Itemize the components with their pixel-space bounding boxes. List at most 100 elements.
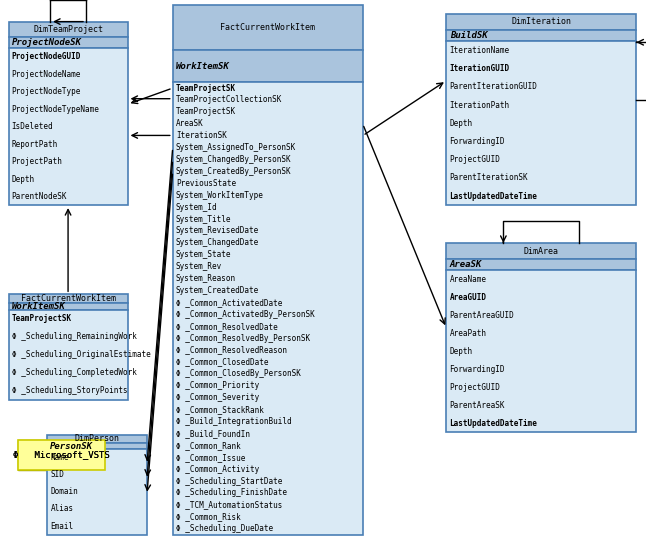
Text: TeamProjectSK: TeamProjectSK <box>176 84 236 92</box>
FancyBboxPatch shape <box>47 435 147 443</box>
Text: Name: Name <box>50 453 69 462</box>
FancyBboxPatch shape <box>172 5 362 50</box>
Text: ReportPath: ReportPath <box>12 140 58 149</box>
Text: ParentIterationSK: ParentIterationSK <box>450 173 528 183</box>
Text: Φ _Scheduling_StoryPoints: Φ _Scheduling_StoryPoints <box>12 386 127 395</box>
Text: BuildSK: BuildSK <box>450 31 487 40</box>
Text: SID: SID <box>50 470 64 480</box>
Text: IsDeleted: IsDeleted <box>12 122 54 131</box>
Text: System_WorkItemType: System_WorkItemType <box>176 191 264 200</box>
Text: System_ChangedDate: System_ChangedDate <box>176 238 259 247</box>
Text: Φ _Common_Rank: Φ _Common_Rank <box>176 441 241 450</box>
Text: AreaPath: AreaPath <box>450 329 486 338</box>
Text: FactCurrentWorkItem: FactCurrentWorkItem <box>220 23 315 32</box>
Text: Φ _Scheduling_CompletedWork: Φ _Scheduling_CompletedWork <box>12 368 136 377</box>
FancyBboxPatch shape <box>446 243 636 259</box>
FancyBboxPatch shape <box>446 41 636 205</box>
Text: Domain: Domain <box>50 488 78 496</box>
Text: IterationName: IterationName <box>450 46 510 55</box>
Text: TeamProjectSK: TeamProjectSK <box>12 314 72 323</box>
Text: System_Id: System_Id <box>176 202 218 212</box>
Text: PreviousState: PreviousState <box>176 179 236 188</box>
FancyBboxPatch shape <box>47 443 147 449</box>
Text: LastUpdatedDateTime: LastUpdatedDateTime <box>450 192 537 200</box>
Text: IterationSK: IterationSK <box>176 131 227 140</box>
Text: ProjectNodeSK: ProjectNodeSK <box>12 38 81 47</box>
FancyBboxPatch shape <box>8 22 128 37</box>
Text: DimPerson: DimPerson <box>74 435 120 443</box>
FancyBboxPatch shape <box>47 449 147 535</box>
Text: Depth: Depth <box>450 119 473 128</box>
Text: System_Reason: System_Reason <box>176 274 236 283</box>
Text: ForwardingID: ForwardingID <box>450 137 505 146</box>
FancyBboxPatch shape <box>446 259 636 271</box>
FancyBboxPatch shape <box>446 30 636 41</box>
Text: ProjectNodeName: ProjectNodeName <box>12 70 81 79</box>
Text: IterationPath: IterationPath <box>450 100 510 110</box>
Text: System_Title: System_Title <box>176 214 231 224</box>
Text: IterationGUID: IterationGUID <box>450 64 510 73</box>
FancyBboxPatch shape <box>172 50 362 82</box>
Text: ProjectNodeGUID: ProjectNodeGUID <box>12 52 81 62</box>
FancyBboxPatch shape <box>18 440 105 470</box>
Text: PersonSK: PersonSK <box>50 442 94 451</box>
FancyBboxPatch shape <box>8 303 128 309</box>
Text: Φ _Common_ClosedBy_PersonSK: Φ _Common_ClosedBy_PersonSK <box>176 369 301 379</box>
Text: System_CreatedBy_PersonSK: System_CreatedBy_PersonSK <box>176 167 291 176</box>
Text: ProjectPath: ProjectPath <box>12 157 63 166</box>
Text: FactCurrentWorkItem: FactCurrentWorkItem <box>21 294 116 303</box>
Text: System_AssignedTo_PersonSK: System_AssignedTo_PersonSK <box>176 143 296 152</box>
Text: Depth: Depth <box>450 347 473 356</box>
FancyBboxPatch shape <box>446 271 636 432</box>
Text: ParentAreaGUID: ParentAreaGUID <box>450 311 514 320</box>
Text: Φ _Common_Issue: Φ _Common_Issue <box>176 453 245 462</box>
Text: Φ _Common_Priority: Φ _Common_Priority <box>176 381 259 390</box>
Text: DimIteration: DimIteration <box>512 17 571 26</box>
Text: Φ _TCM_AutomationStatus: Φ _TCM_AutomationStatus <box>176 501 282 509</box>
FancyBboxPatch shape <box>18 440 105 470</box>
Text: Email: Email <box>50 522 74 531</box>
Text: LastUpdatedDateTime: LastUpdatedDateTime <box>450 418 537 428</box>
Text: System_CreatedDate: System_CreatedDate <box>176 286 259 295</box>
Text: ProjectGUID: ProjectGUID <box>450 155 501 164</box>
FancyBboxPatch shape <box>8 309 128 400</box>
FancyBboxPatch shape <box>172 82 362 535</box>
Text: DimTeamProject: DimTeamProject <box>33 25 103 34</box>
Text: Φ _Scheduling_DueDate: Φ _Scheduling_DueDate <box>176 524 273 533</box>
Text: TeamProjectCollectionSK: TeamProjectCollectionSK <box>176 96 282 105</box>
Text: TeamProjectSK: TeamProjectSK <box>176 107 236 117</box>
Text: AreaSK: AreaSK <box>176 119 203 129</box>
Text: DimArea: DimArea <box>524 247 559 255</box>
Text: Φ _Common_ActivatedBy_PersonSK: Φ _Common_ActivatedBy_PersonSK <box>176 310 315 319</box>
Text: ProjectGUID: ProjectGUID <box>450 383 501 391</box>
Text: ProjectNodeTypeName: ProjectNodeTypeName <box>12 105 99 114</box>
Text: Φ _Build_FoundIn: Φ _Build_FoundIn <box>176 429 250 438</box>
Text: Φ _Common_Risk: Φ _Common_Risk <box>176 512 241 521</box>
Text: Φ _Scheduling_FinishDate: Φ _Scheduling_FinishDate <box>176 488 287 497</box>
Text: Φ _Common_ResolvedReason: Φ _Common_ResolvedReason <box>176 346 287 355</box>
FancyBboxPatch shape <box>8 48 128 205</box>
Text: Φ _Scheduling_RemainingWork: Φ _Scheduling_RemainingWork <box>12 332 136 341</box>
Text: AreaGUID: AreaGUID <box>450 293 486 302</box>
Text: System_State: System_State <box>176 250 231 259</box>
Text: ParentIterationGUID: ParentIterationGUID <box>450 82 537 91</box>
Text: Φ   Microsoft_VSTS: Φ Microsoft_VSTS <box>14 450 110 460</box>
FancyBboxPatch shape <box>8 37 128 48</box>
Text: ProjectNodeType: ProjectNodeType <box>12 87 81 96</box>
Text: Φ _Common_ResolvedDate: Φ _Common_ResolvedDate <box>176 322 278 330</box>
Text: Φ _Common_Severity: Φ _Common_Severity <box>176 393 259 402</box>
Text: Depth: Depth <box>12 174 35 184</box>
Text: AreaName: AreaName <box>450 275 486 284</box>
FancyBboxPatch shape <box>446 14 636 30</box>
Text: Φ _Common_ClosedDate: Φ _Common_ClosedDate <box>176 357 269 367</box>
Text: Φ _Build_IntegrationBuild: Φ _Build_IntegrationBuild <box>176 417 291 426</box>
Text: WorkItemSK: WorkItemSK <box>176 62 230 71</box>
Text: Φ _Scheduling_StartDate: Φ _Scheduling_StartDate <box>176 476 282 485</box>
Text: System_Rev: System_Rev <box>176 262 222 271</box>
Text: System_RevisedDate: System_RevisedDate <box>176 226 259 235</box>
Text: System_ChangedBy_PersonSK: System_ChangedBy_PersonSK <box>176 155 291 164</box>
Text: AreaSK: AreaSK <box>450 260 482 269</box>
FancyBboxPatch shape <box>8 294 128 303</box>
Text: Φ _Common_StackRank: Φ _Common_StackRank <box>176 405 264 414</box>
Text: ParentNodeSK: ParentNodeSK <box>12 192 67 201</box>
